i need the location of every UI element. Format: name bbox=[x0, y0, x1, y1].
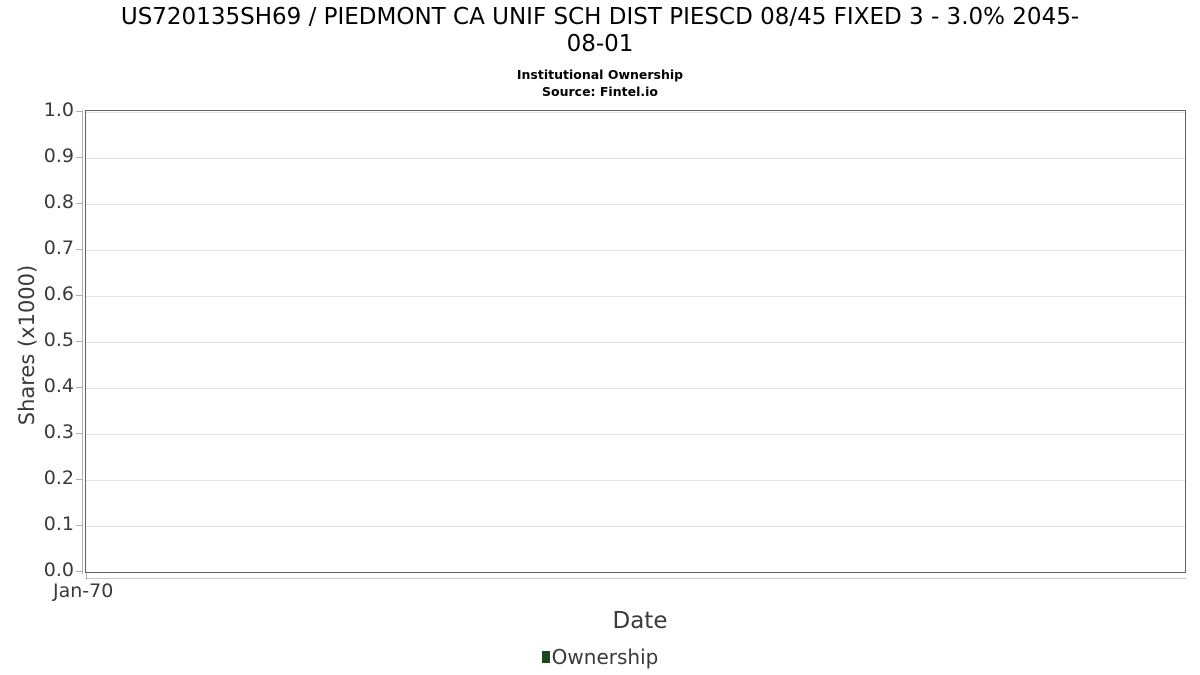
x-tick-label: Jan-70 bbox=[53, 580, 114, 602]
gridline bbox=[86, 388, 1185, 389]
x-tick-mark bbox=[86, 573, 87, 579]
chart-title: US720135SH69 / PIEDMONT CA UNIF SCH DIST… bbox=[0, 4, 1200, 58]
y-tick-label: 0.1 bbox=[43, 513, 74, 535]
legend-swatch-icon bbox=[541, 651, 550, 663]
legend-label: Ownership bbox=[551, 645, 659, 669]
gridline bbox=[86, 112, 1185, 113]
y-tick-label: 0.4 bbox=[43, 375, 74, 397]
y-tick-mark bbox=[76, 479, 83, 480]
y-tick-mark bbox=[76, 571, 83, 572]
chart-title-line-1: US720135SH69 / PIEDMONT CA UNIF SCH DIST… bbox=[120, 4, 1080, 30]
series-layer bbox=[86, 111, 1184, 571]
gridline bbox=[86, 526, 1185, 527]
y-axis-title: Shares (x1000) bbox=[15, 264, 39, 426]
gridline bbox=[86, 434, 1185, 435]
y-tick-label: 0.5 bbox=[43, 329, 74, 351]
y-tick-label: 0.3 bbox=[43, 421, 74, 443]
gridline bbox=[86, 158, 1185, 159]
chart-subtitle-line-1: Institutional Ownership bbox=[516, 67, 684, 82]
chart-subtitle-source: Source: Fintel.io bbox=[542, 84, 658, 99]
y-tick-mark bbox=[76, 157, 83, 158]
y-axis-ticks: 1.0 0.9 0.8 0.7 0.6 0.5 0.4 0.3 0.2 0.1 0.0 bbox=[0, 0, 83, 675]
legend-entry[interactable]: Ownership bbox=[541, 645, 659, 669]
y-tick-mark bbox=[76, 203, 83, 204]
y-tick-label: 0.9 bbox=[43, 145, 74, 167]
y-tick-mark bbox=[76, 295, 83, 296]
plot-area bbox=[85, 110, 1186, 573]
y-tick-label: 0.0 bbox=[43, 559, 74, 581]
x-axis-spine bbox=[85, 578, 1186, 579]
gridline bbox=[86, 480, 1185, 481]
y-tick-label: 0.8 bbox=[43, 191, 74, 213]
y-tick-mark bbox=[76, 525, 83, 526]
chart-subtitle: Institutional Ownership Source: Fintel.i… bbox=[0, 66, 1200, 100]
x-axis-title: Date bbox=[612, 608, 668, 634]
y-tick-mark bbox=[76, 111, 83, 112]
y-tick-label: 0.2 bbox=[43, 467, 74, 489]
gridline bbox=[86, 342, 1185, 343]
gridline bbox=[86, 204, 1185, 205]
y-tick-mark bbox=[76, 433, 83, 434]
y-tick-mark bbox=[76, 387, 83, 388]
gridline bbox=[86, 296, 1185, 297]
chart-legend: Ownership bbox=[0, 646, 1200, 668]
y-axis-spine bbox=[82, 110, 83, 574]
y-tick-label: 1.0 bbox=[43, 99, 74, 121]
y-tick-label: 0.7 bbox=[43, 237, 74, 259]
chart-title-line-2: 08-01 bbox=[566, 31, 634, 57]
gridline bbox=[86, 250, 1185, 251]
y-tick-mark bbox=[76, 341, 83, 342]
y-tick-mark bbox=[76, 249, 83, 250]
y-tick-label: 0.6 bbox=[43, 283, 74, 305]
